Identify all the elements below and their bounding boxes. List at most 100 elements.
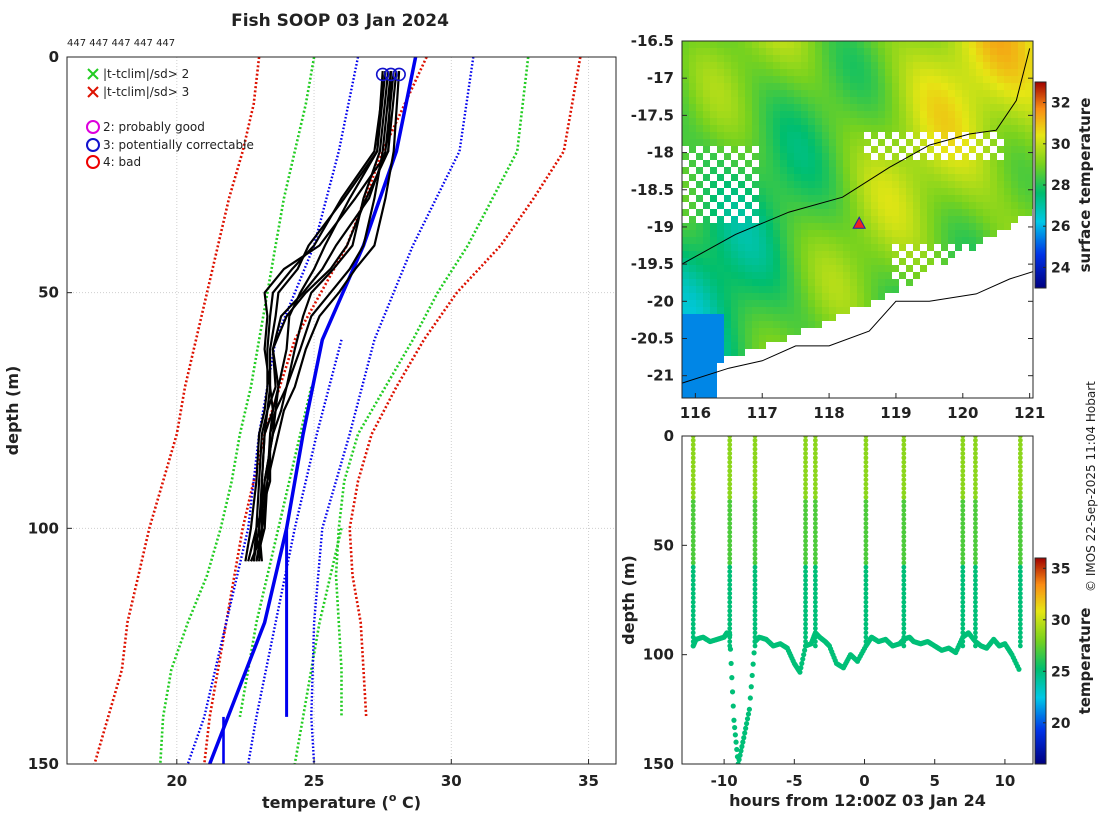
sst-cell: [738, 62, 745, 69]
sst-cell: [801, 307, 808, 314]
dive-point: [960, 577, 966, 583]
sst-cell: [801, 167, 808, 174]
colorbar-swatch: [1035, 604, 1046, 606]
sst-cell: [822, 230, 829, 237]
sst-cell: [941, 55, 948, 62]
colorbar-swatch: [1035, 661, 1046, 663]
sst-cell: [745, 41, 752, 48]
legend-label: |t-tclim|/sd> 3: [103, 85, 189, 99]
sst-cell: [976, 48, 983, 55]
sst-cell: [997, 181, 1004, 188]
sst-cell: [941, 237, 948, 244]
sst-cell: [1004, 167, 1011, 174]
colorbar-swatch: [1035, 690, 1046, 692]
observed-profile-line: [247, 71, 392, 562]
dive-point: [863, 538, 869, 544]
sst-cell: [913, 223, 920, 230]
sst-cell: [983, 76, 990, 83]
colorbar-swatch: [1035, 87, 1046, 89]
sst-cell: [703, 265, 710, 272]
sst-cell: [948, 160, 955, 167]
sst-cell: [780, 272, 787, 279]
sst-cell: [703, 384, 710, 391]
sst-cell: [857, 153, 864, 160]
dive-point: [973, 442, 978, 448]
dive-point: [812, 468, 818, 474]
colorbar-swatch: [1035, 152, 1046, 154]
sst-cell: [689, 76, 696, 83]
colorbar-swatch: [1035, 281, 1046, 283]
sst-cell: [906, 125, 913, 132]
sst-cell: [885, 223, 892, 230]
sst-cell: [857, 62, 864, 69]
sst-cell: [857, 195, 864, 202]
dive-point: [1017, 604, 1023, 609]
sst-cell: [808, 97, 815, 104]
sst-cell: [696, 111, 703, 118]
sst-cell: [836, 216, 843, 223]
sst-cell: [752, 258, 759, 265]
colorbar-swatch: [1035, 192, 1046, 194]
colorbar-swatch: [1035, 567, 1046, 569]
sst-cell: [857, 76, 864, 83]
sst-cell: [1011, 55, 1018, 62]
observed-profile-line: [244, 70, 387, 562]
sst-cell: [780, 48, 787, 55]
dive-point: [960, 437, 966, 443]
dive-point: [960, 468, 966, 474]
sst-cell: [899, 188, 906, 195]
sst-cell: [878, 111, 885, 118]
dive-point: [960, 573, 966, 579]
colorbar-swatch: [1035, 643, 1046, 645]
sst-cell: [1011, 195, 1018, 202]
colorbar-swatch: [1035, 150, 1046, 152]
sst-cell: [738, 125, 745, 132]
colorbar-swatch: [1035, 135, 1046, 137]
dive-point: [863, 612, 869, 618]
sst-cell: [857, 251, 864, 258]
colorbar-swatch: [1035, 109, 1046, 111]
dive-point: [973, 437, 978, 443]
dive-point: [727, 499, 733, 504]
sst-cell: [752, 251, 759, 258]
sst-cell: [997, 111, 1004, 118]
colorbar-swatch: [1035, 214, 1046, 216]
colorbar-swatch: [1035, 740, 1046, 742]
sst-cell: [843, 174, 850, 181]
sst-cell: [808, 258, 815, 265]
sst-cell: [689, 146, 696, 153]
sst-cell: [1011, 48, 1018, 55]
sst-cell: [1004, 132, 1011, 139]
sst-cell: [710, 118, 717, 125]
sst-cell: [766, 139, 773, 146]
colorbar-swatch: [1035, 572, 1046, 574]
track-point: [749, 672, 755, 679]
sst-cell: [997, 216, 1004, 223]
sst-cell: [773, 76, 780, 83]
sst-cell: [717, 223, 724, 230]
sst-cell: [878, 167, 885, 174]
sst-cell: [787, 146, 794, 153]
dive-point: [690, 556, 696, 561]
sst-cell: [948, 90, 955, 97]
sst-cell: [997, 167, 1004, 174]
sst-cell: [780, 41, 787, 48]
sst-cell: [801, 97, 808, 104]
sst-cell: [745, 251, 752, 258]
dive-point: [752, 442, 758, 448]
sst-cell: [724, 230, 731, 237]
dive-point: [690, 630, 696, 636]
sst-cell: [696, 195, 703, 202]
colorbar-swatch: [1035, 224, 1046, 226]
dive-point: [1017, 591, 1023, 596]
dive-point: [803, 521, 808, 526]
sst-cell: [983, 132, 990, 139]
sst-cell: [766, 230, 773, 237]
sst-cell: [696, 265, 703, 272]
dive-point: [752, 503, 758, 509]
dive-point: [1017, 626, 1023, 631]
colorbar-swatch: [1035, 673, 1046, 675]
sst-cell: [1011, 132, 1018, 139]
sst-cell: [745, 160, 752, 167]
sst-cell: [1004, 216, 1011, 223]
